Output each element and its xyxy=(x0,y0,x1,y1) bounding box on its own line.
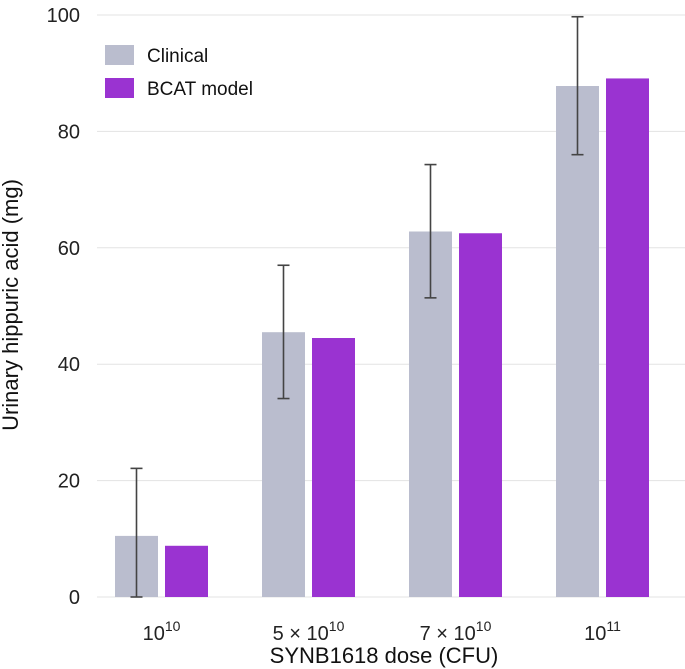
y-tick-label: 20 xyxy=(58,471,80,493)
bars xyxy=(115,78,649,598)
x-tick-label: 1011 xyxy=(584,618,621,645)
legend-label-clinical: Clinical xyxy=(147,46,208,67)
error-bar-1 xyxy=(277,264,290,400)
error-bars xyxy=(130,15,584,598)
legend-label-bcat-model: BCAT model xyxy=(147,79,253,100)
y-tick-label: 100 xyxy=(47,5,80,27)
error-bar-3 xyxy=(571,15,584,156)
error-bar-0 xyxy=(130,467,143,598)
bar-bcat-model-0 xyxy=(165,545,208,597)
x-tick-label: 7 × 1010 xyxy=(420,618,492,645)
bar-bcat-model-1 xyxy=(312,338,355,597)
x-axis-title: SYNB1618 dose (CFU) xyxy=(270,643,499,668)
y-tick-label: 60 xyxy=(58,238,80,260)
x-tick-label: 5 × 1010 xyxy=(273,618,345,645)
bar-clinical-3 xyxy=(556,86,599,597)
x-axis-ticks: 1010 5 × 1010 7 × 1010 1011 xyxy=(143,618,622,645)
legend-swatch-bcat-model xyxy=(105,78,134,98)
y-tick-label: 80 xyxy=(58,121,80,143)
legend-swatch-clinical xyxy=(105,45,134,65)
y-axis-title: Urinary hippuric acid (mg) xyxy=(0,179,23,431)
bar-bcat-model-2 xyxy=(459,233,502,597)
legend: Clinical BCAT model xyxy=(105,45,253,100)
y-axis-ticks: 0 20 40 60 80 100 xyxy=(47,5,80,609)
y-tick-label: 40 xyxy=(58,354,80,376)
x-tick-label: 1010 xyxy=(143,618,181,645)
y-tick-label: 0 xyxy=(69,587,80,609)
error-bar-2 xyxy=(424,163,437,299)
bar-bcat-model-3 xyxy=(606,78,649,598)
